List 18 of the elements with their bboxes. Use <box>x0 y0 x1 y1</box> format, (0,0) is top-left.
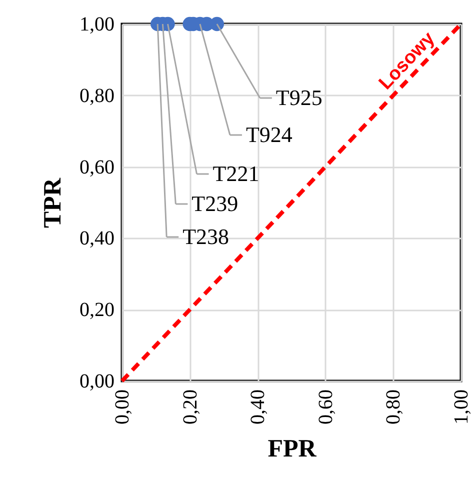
x-tick-label: 0,40 <box>247 390 270 424</box>
x-axis-title: FPR <box>268 436 318 462</box>
annotation: T221 <box>212 161 260 186</box>
annotation: T239 <box>192 191 238 216</box>
y-tick-label: 0,00 <box>80 370 114 392</box>
annotation: T238 <box>182 224 230 249</box>
y-tick-label: 0,60 <box>80 156 114 178</box>
x-tick-label: 0,60 <box>314 390 337 424</box>
x-tick-label: 0,20 <box>179 390 202 424</box>
x-tick-label: 1,00 <box>450 390 472 424</box>
annotation: T925 <box>276 85 322 110</box>
y-tick-label: 0,40 <box>80 228 114 250</box>
annotation: T924 <box>246 122 292 147</box>
y-tick-label: 0,80 <box>80 84 114 107</box>
y-axis-title: TPR <box>40 177 66 228</box>
y-tick-label: 1,00 <box>80 14 114 36</box>
y-tick-label: 0,20 <box>80 299 114 322</box>
x-tick-label: 0,80 <box>382 390 405 424</box>
